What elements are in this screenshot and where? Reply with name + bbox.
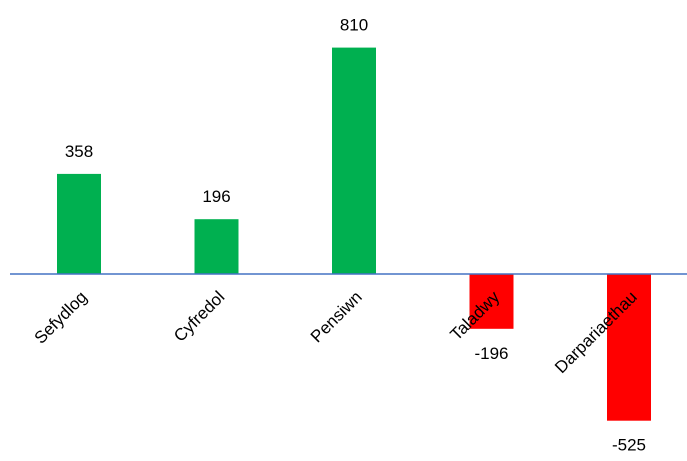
- data-label-darpariaethau: -525: [612, 436, 646, 455]
- bar-pensiwn: [332, 47, 376, 274]
- x-tick-label-sefydlog: Sefydlog: [31, 287, 91, 347]
- bar-sefydlog: [57, 173, 101, 274]
- x-tick-label-cyfredol: Cyfredol: [170, 287, 228, 345]
- data-label-sefydlog: 358: [65, 142, 93, 161]
- data-label-taladwy: -196: [474, 344, 508, 363]
- bar-darpariaethau: [607, 274, 651, 421]
- bars-layer: [57, 47, 651, 421]
- bar-cyfredol: [194, 219, 239, 274]
- bar-taladwy: [469, 274, 514, 329]
- x-tick-label-pensiwn: Pensiwn: [307, 287, 366, 346]
- data-label-pensiwn: 810: [340, 16, 368, 35]
- data-label-cyfredol: 196: [202, 187, 230, 206]
